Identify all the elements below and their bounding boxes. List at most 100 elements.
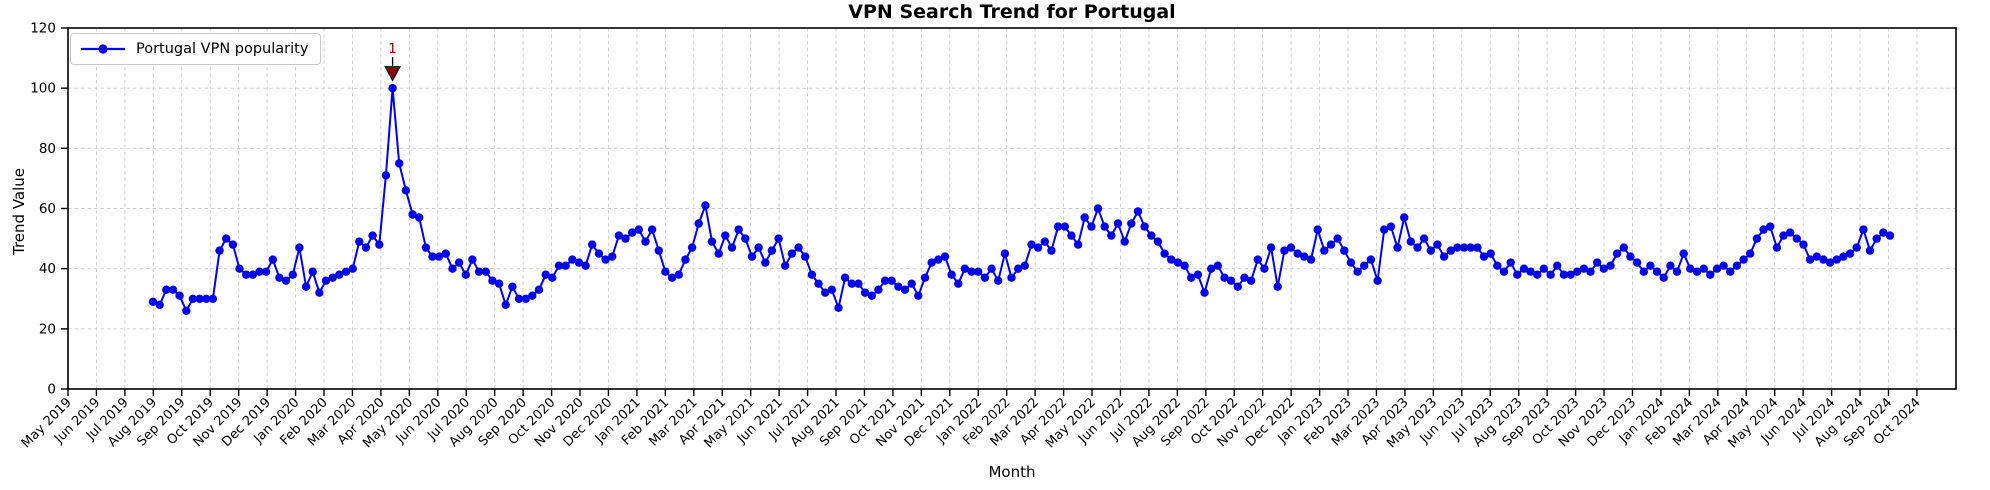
- data-point: [255, 267, 264, 276]
- data-point: [554, 261, 564, 270]
- data-point: [248, 270, 257, 279]
- data-point: [1007, 273, 1016, 282]
- data-point: [1340, 246, 1349, 255]
- data-point: [1759, 225, 1768, 234]
- data-point: [301, 282, 311, 291]
- data-point: [1060, 222, 1070, 231]
- data-point: [787, 249, 797, 258]
- data-point: [328, 273, 337, 282]
- data-point: [681, 255, 690, 264]
- data-point: [641, 237, 650, 246]
- data-point: [574, 258, 584, 267]
- data-point: [235, 264, 244, 273]
- data-point: [1067, 231, 1076, 240]
- data-point: [508, 282, 517, 291]
- data-point: [994, 276, 1003, 285]
- data-point: [1286, 243, 1296, 252]
- data-point: [1293, 249, 1302, 258]
- data-point: [281, 276, 291, 285]
- data-point: [960, 264, 970, 273]
- data-point: [1533, 270, 1542, 279]
- data-point: [1659, 273, 1668, 282]
- data-point: [827, 285, 836, 294]
- data-point: [1839, 252, 1848, 261]
- data-point: [1380, 225, 1389, 234]
- data-point: [1499, 267, 1509, 276]
- data-point: [894, 282, 903, 291]
- data-point: [947, 270, 956, 279]
- data-point: [667, 273, 677, 282]
- data-point: [581, 261, 590, 270]
- data-point: [734, 225, 743, 234]
- data-point: [1140, 222, 1149, 231]
- data-point: [202, 294, 211, 303]
- data-point: [1699, 264, 1708, 273]
- data-point: [1639, 267, 1649, 276]
- data-point: [1346, 258, 1356, 267]
- data-point: [1093, 204, 1103, 213]
- data-point: [1626, 252, 1635, 261]
- data-point: [1147, 231, 1156, 240]
- data-point: [1373, 276, 1382, 285]
- data-point: [967, 267, 976, 276]
- data-point: [1087, 222, 1096, 231]
- series-portugal-vpn: [148, 84, 1895, 315]
- data-point: [920, 273, 930, 282]
- data-point: [1253, 255, 1263, 264]
- data-point: [654, 246, 663, 255]
- data-point: [454, 258, 464, 267]
- data-point: [1107, 231, 1116, 240]
- data-point: [721, 231, 730, 240]
- data-point: [1546, 270, 1555, 279]
- data-point: [1413, 243, 1422, 252]
- data-point: [1113, 219, 1123, 228]
- data-point: [674, 270, 683, 279]
- data-point: [1486, 249, 1495, 258]
- data-point: [1080, 213, 1089, 222]
- data-point: [1579, 264, 1589, 273]
- data-point: [854, 279, 863, 288]
- data-point: [1133, 207, 1143, 216]
- data-point: [767, 246, 777, 255]
- y-tick-label: 40: [39, 261, 56, 277]
- data-point: [1493, 261, 1502, 270]
- data-point: [348, 264, 357, 273]
- data-point: [421, 243, 431, 252]
- data-point: [541, 270, 550, 279]
- data-point: [1506, 258, 1515, 267]
- data-point: [1000, 249, 1010, 258]
- data-point: [661, 267, 670, 276]
- data-point: [1187, 273, 1196, 282]
- data-point: [1386, 222, 1396, 231]
- data-point: [801, 252, 810, 261]
- data-point: [1446, 246, 1456, 255]
- data-point: [907, 279, 916, 288]
- data-point: [1433, 240, 1442, 249]
- data-point: [408, 210, 417, 219]
- legend-line-marker-icon: [81, 44, 125, 54]
- data-point: [1526, 267, 1535, 276]
- legend: Portugal VPN popularity: [70, 33, 322, 65]
- data-point: [1406, 237, 1416, 246]
- data-point: [388, 84, 397, 93]
- data-point: [794, 243, 803, 252]
- data-point: [1180, 261, 1189, 270]
- data-point: [1260, 264, 1269, 273]
- data-point: [1313, 225, 1322, 234]
- y-tick-label: 20: [39, 321, 56, 337]
- data-point: [308, 267, 317, 276]
- gridlines: [67, 27, 1956, 390]
- data-point: [761, 258, 770, 267]
- data-point: [1326, 240, 1336, 249]
- data-point: [1366, 255, 1376, 264]
- data-point: [1353, 267, 1362, 276]
- data-point: [707, 237, 717, 246]
- data-point: [1832, 255, 1842, 264]
- data-point: [1020, 261, 1029, 270]
- data-point: [208, 294, 218, 303]
- data-point: [1333, 234, 1342, 243]
- data-point: [1167, 255, 1176, 264]
- data-point: [1573, 267, 1582, 276]
- data-point: [1047, 246, 1056, 255]
- data-point: [1539, 264, 1549, 273]
